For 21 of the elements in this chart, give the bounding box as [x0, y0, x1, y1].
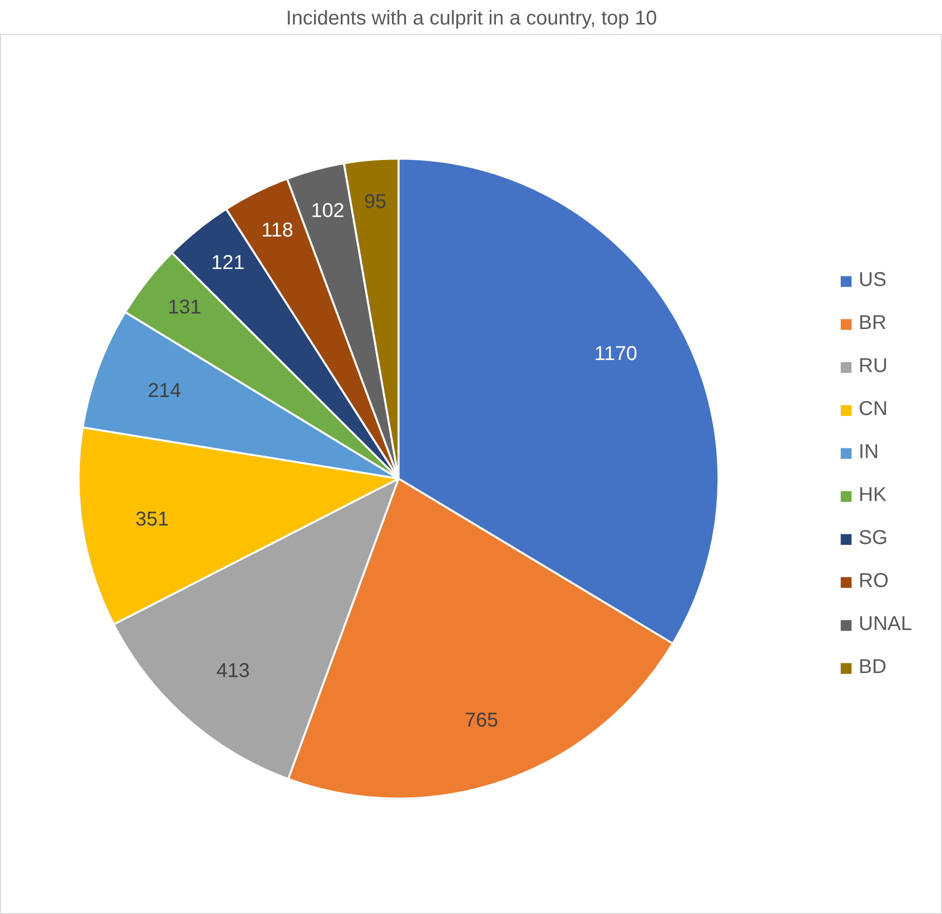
legend-label: HK	[858, 484, 886, 507]
legend-label: BD	[858, 656, 886, 679]
data-label: 95	[364, 191, 386, 214]
data-label: 765	[464, 710, 498, 732]
legend-label: RU	[858, 355, 888, 378]
data-label: 131	[168, 296, 202, 319]
data-label: 121	[211, 252, 245, 274]
legend-label: US	[858, 269, 886, 292]
data-label: 118	[261, 219, 294, 242]
data-label: 413	[216, 660, 250, 682]
legend-label: SG	[858, 527, 888, 550]
legend-label: UNAL	[858, 613, 912, 636]
data-label: 1170	[594, 342, 638, 365]
data-label: 214	[148, 380, 182, 402]
legend-label: RO	[858, 570, 889, 593]
legend-label: IN	[858, 441, 879, 464]
chart-title: Incidents with a culprit in a country, top 10	[286, 8, 657, 30]
data-label: 351	[135, 508, 169, 530]
legend-label: BR	[858, 312, 886, 335]
legend-label: CN	[858, 398, 888, 421]
data-label: 102	[310, 200, 344, 222]
